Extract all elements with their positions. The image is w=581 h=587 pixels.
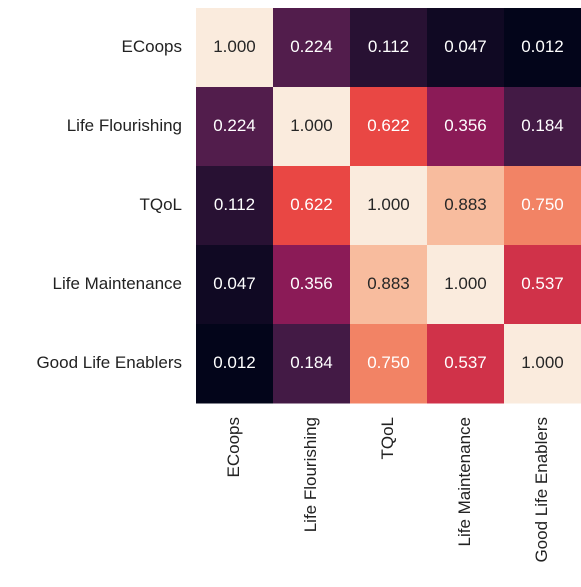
cell-label: 0.622: [290, 195, 333, 214]
cell: [504, 324, 581, 404]
cell-label: 0.356: [290, 274, 333, 293]
cell-label: 0.883: [367, 274, 410, 293]
column-label: Life Flourishing: [301, 417, 320, 532]
cell: [196, 324, 274, 404]
cell: [273, 87, 351, 167]
column-label: TQoL: [378, 417, 397, 460]
cell: [504, 87, 581, 167]
cell-label: 0.537: [521, 274, 564, 293]
cell-label: 1.000: [213, 37, 256, 56]
cell: [427, 87, 505, 167]
cell: [504, 8, 581, 88]
cell: [350, 8, 428, 88]
cell-label: 0.012: [521, 37, 564, 56]
cell: [427, 324, 505, 404]
cell-label: 0.012: [213, 353, 256, 372]
cell: [504, 245, 581, 325]
cell: [427, 166, 505, 246]
column-label: Good Life Enablers: [532, 417, 551, 563]
cell-label: 0.047: [213, 274, 256, 293]
cell-label: 0.356: [444, 116, 487, 135]
cell-label: 0.750: [521, 195, 564, 214]
row-label: ECoops: [122, 37, 182, 56]
cell-label: 0.112: [214, 195, 255, 214]
column-label: ECoops: [224, 417, 243, 477]
cell-label: 0.224: [290, 37, 333, 56]
cell: [350, 245, 428, 325]
cell-label: 0.883: [444, 195, 487, 214]
cell-label: 0.184: [521, 116, 564, 135]
cell-label: 1.000: [290, 116, 333, 135]
cell: [427, 8, 505, 88]
cell: [427, 245, 505, 325]
cell: [196, 8, 274, 88]
column-label: Life Maintenance: [455, 417, 474, 546]
cell-label: 0.184: [290, 353, 333, 372]
cell-label: 0.112: [368, 37, 409, 56]
cell-label: 0.750: [367, 353, 410, 372]
cell-label: 0.537: [444, 353, 487, 372]
cell: [196, 245, 274, 325]
cell: [273, 245, 351, 325]
row-label: Good Life Enablers: [36, 353, 182, 372]
cell: [196, 87, 274, 167]
row-label: TQoL: [139, 195, 182, 214]
cell: [504, 166, 581, 246]
cell-label: 0.622: [367, 116, 410, 135]
cell: [196, 166, 274, 246]
cell-label: 1.000: [444, 274, 487, 293]
row-label: Life Maintenance: [53, 274, 182, 293]
cell-label: 0.047: [444, 37, 487, 56]
cell-label: 1.000: [367, 195, 410, 214]
cell: [350, 87, 428, 167]
row-label: Life Flourishing: [67, 116, 182, 135]
cell: [273, 324, 351, 404]
cell: [350, 324, 428, 404]
cell: [350, 166, 428, 246]
cell: [273, 8, 351, 88]
cell-label: 0.224: [213, 116, 256, 135]
cell: [273, 166, 351, 246]
cell-label: 1.000: [521, 353, 564, 372]
